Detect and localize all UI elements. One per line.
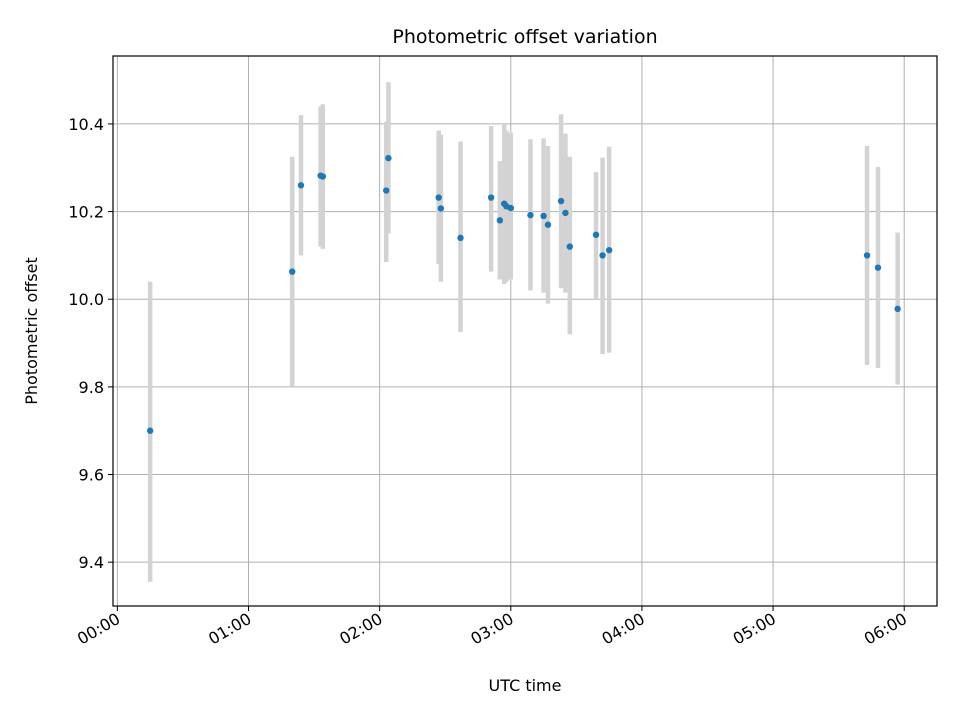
data-point xyxy=(544,221,552,228)
y-tick-label: 10.2 xyxy=(68,203,104,222)
y-tick-label: 9.6 xyxy=(79,466,104,485)
data-point xyxy=(383,187,390,194)
data-points xyxy=(146,154,901,434)
data-point xyxy=(874,264,882,271)
data-point xyxy=(507,204,514,212)
data-point xyxy=(592,231,600,239)
data-point xyxy=(605,246,613,254)
data-point xyxy=(435,194,442,201)
data-point xyxy=(496,217,504,224)
plot-frame xyxy=(112,55,938,607)
data-point xyxy=(437,205,445,212)
data-point xyxy=(146,427,154,434)
data-point xyxy=(566,243,574,250)
y-axis-ticks: 9.4 9.6 9.8 10.0 10.2 10.4 xyxy=(68,115,113,572)
y-tick-label: 10.4 xyxy=(68,115,104,134)
data-point xyxy=(457,234,464,242)
data-point xyxy=(527,211,534,219)
chart-title: Photometric offset variation xyxy=(392,26,657,48)
data-point xyxy=(863,252,871,259)
y-axis-title: Photometric offset xyxy=(22,257,41,405)
x-axis-title: UTC time xyxy=(489,676,562,695)
data-point xyxy=(557,197,565,205)
data-point xyxy=(289,268,296,275)
grid-lines xyxy=(113,56,937,606)
data-point xyxy=(599,252,606,259)
data-point xyxy=(319,173,327,180)
y-tick-label: 10.0 xyxy=(68,290,104,309)
y-tick-label: 9.4 xyxy=(79,553,104,572)
data-point xyxy=(385,154,392,162)
data-point xyxy=(562,209,569,217)
y-tick-label: 9.8 xyxy=(79,378,104,397)
data-point xyxy=(297,182,305,189)
data-point xyxy=(487,194,495,201)
data-point xyxy=(894,305,901,313)
data-point xyxy=(540,212,547,220)
